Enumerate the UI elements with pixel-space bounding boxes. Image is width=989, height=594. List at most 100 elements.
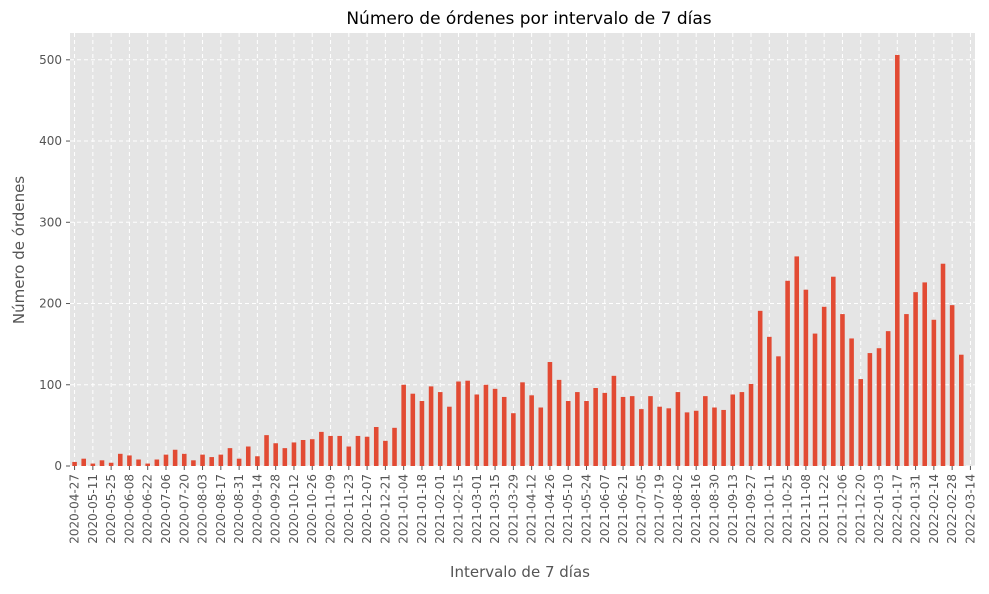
bar — [291, 442, 297, 466]
bar — [913, 292, 918, 466]
x-tick-label: 2021-04-12 — [525, 474, 539, 544]
x-tick-label: 2022-02-28 — [945, 474, 959, 544]
x-tick-label: 2020-11-09 — [324, 474, 338, 544]
bar — [785, 280, 790, 466]
x-tick-label: 2020-06-08 — [122, 474, 136, 544]
x-tick-label: 2021-09-13 — [726, 474, 740, 544]
x-tick-label: 2020-09-14 — [250, 474, 264, 544]
bar — [666, 408, 672, 466]
x-tick-label: 2020-12-07 — [360, 474, 374, 544]
bar — [931, 319, 937, 466]
y-tick-label: 100 — [39, 378, 62, 392]
bar — [895, 54, 900, 467]
bar — [620, 396, 626, 466]
x-tick-label: 2020-10-26 — [305, 474, 319, 544]
x-tick-label: 2021-08-16 — [689, 474, 703, 544]
bar — [447, 406, 452, 466]
bar — [547, 362, 553, 466]
bar — [584, 401, 589, 466]
x-tick-label: 2022-02-14 — [927, 474, 941, 544]
y-tick-label: 500 — [39, 53, 62, 67]
x-tick-label: 2021-12-06 — [835, 474, 849, 544]
bar — [401, 384, 406, 466]
bar — [483, 384, 489, 466]
bar — [90, 463, 96, 466]
bar — [437, 392, 443, 466]
bar — [657, 406, 662, 466]
bar — [712, 407, 717, 466]
bar — [273, 443, 278, 466]
chart-title: Número de órdenes por intervalo de 7 día… — [346, 9, 711, 29]
x-tick-label: 2020-10-12 — [287, 474, 301, 544]
bar — [867, 353, 873, 466]
bar — [821, 306, 827, 466]
x-tick-label: 2021-07-19 — [653, 474, 667, 544]
bar — [593, 388, 598, 466]
y-tick-label: 0 — [54, 459, 62, 473]
x-tick-label: 2021-12-20 — [854, 474, 868, 544]
x-tick-label: 2021-06-07 — [598, 474, 612, 544]
bar — [812, 333, 818, 466]
bar — [556, 379, 562, 466]
bar — [264, 435, 269, 466]
bar — [501, 396, 507, 466]
bar — [337, 435, 342, 466]
bar — [181, 453, 187, 466]
bar — [849, 338, 854, 466]
x-tick-label: 2020-08-31 — [232, 474, 246, 544]
bar — [392, 427, 397, 466]
x-tick-label: 2021-05-24 — [579, 474, 593, 544]
bar — [757, 310, 763, 466]
bar — [172, 449, 178, 466]
bar — [117, 453, 123, 466]
y-tick-label: 400 — [39, 134, 62, 148]
x-tick-label: 2020-08-17 — [214, 474, 228, 544]
x-tick-label: 2021-04-26 — [543, 474, 557, 544]
bar — [575, 392, 580, 466]
bar — [154, 459, 160, 466]
x-tick-label: 2020-08-03 — [196, 474, 210, 544]
bar — [383, 440, 388, 466]
bar — [72, 461, 77, 466]
bar — [191, 460, 196, 466]
bar — [511, 413, 516, 466]
x-tick-label: 2021-06-21 — [616, 474, 630, 544]
x-tick-label: 2021-11-08 — [799, 474, 813, 544]
bar — [245, 446, 251, 466]
x-tick-label: 2021-05-10 — [561, 474, 575, 544]
x-tick-label: 2020-12-21 — [378, 474, 392, 544]
bar — [529, 395, 534, 466]
x-tick-label: 2020-06-22 — [141, 474, 155, 544]
bar — [611, 375, 617, 466]
bar — [373, 427, 379, 466]
y-tick-label: 300 — [39, 215, 62, 229]
bar — [428, 386, 434, 466]
x-tick-label: 2020-05-25 — [104, 474, 118, 544]
bar — [730, 394, 736, 466]
bar — [538, 407, 544, 466]
bar — [959, 354, 964, 466]
bar — [858, 379, 864, 466]
bar — [922, 282, 928, 466]
bar — [520, 382, 525, 466]
x-tick-label: 2022-01-31 — [909, 474, 923, 544]
bar — [675, 392, 681, 466]
x-tick-label: 2021-02-15 — [452, 474, 466, 544]
x-tick-label: 2021-10-11 — [762, 474, 776, 544]
bar — [99, 460, 105, 466]
bar — [876, 348, 882, 466]
bar — [831, 276, 836, 466]
bar — [255, 456, 260, 466]
x-tick-label: 2021-08-30 — [707, 474, 721, 544]
x-tick-label: 2021-08-02 — [671, 474, 685, 544]
bar — [410, 393, 416, 466]
bar — [309, 439, 315, 466]
bar — [209, 457, 214, 466]
bar — [200, 454, 205, 466]
bar — [364, 436, 370, 466]
y-tick-label: 200 — [39, 297, 62, 311]
x-tick-label: 2021-03-29 — [506, 474, 520, 544]
x-tick-label: 2021-02-01 — [433, 474, 447, 544]
x-tick-label: 2022-03-14 — [963, 474, 977, 544]
